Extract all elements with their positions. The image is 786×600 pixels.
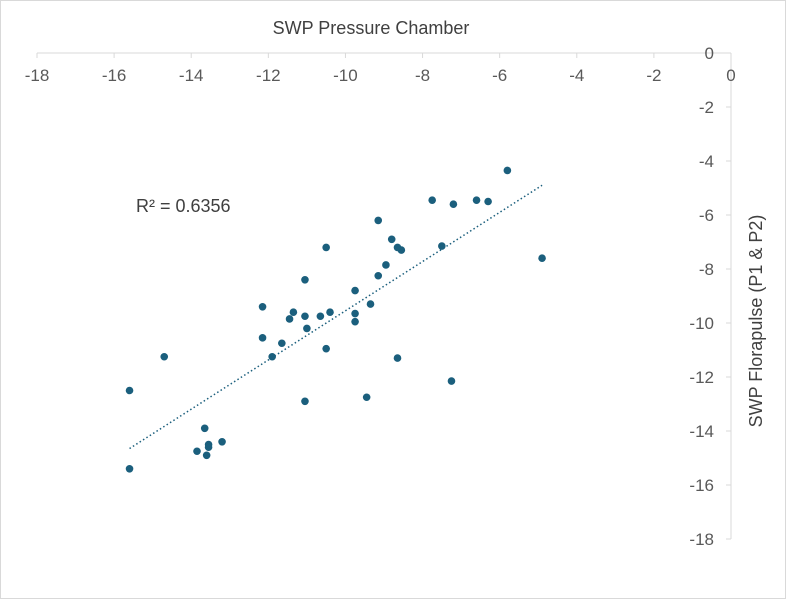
y-tick-label: 0: [705, 44, 714, 63]
data-point: [393, 243, 402, 252]
chart-title: SWP Pressure Chamber: [273, 18, 470, 38]
data-point: [160, 352, 169, 361]
data-point: [351, 286, 359, 295]
x-tick-label: -14: [179, 66, 204, 85]
data-point: [472, 196, 481, 204]
data-point: [428, 196, 436, 204]
x-tick-label: -2: [646, 66, 661, 85]
data-point: [258, 303, 267, 311]
data-point: [322, 344, 330, 353]
data-point: [200, 424, 209, 433]
r-squared-label: R² = 0.6356: [136, 196, 231, 216]
data-point: [503, 166, 512, 175]
data-point: [301, 276, 309, 284]
y-tick-label: -18: [689, 530, 714, 549]
x-tick-label: 0: [726, 66, 735, 85]
x-tick-label: -6: [492, 66, 507, 85]
data-point: [278, 339, 286, 348]
data-point: [125, 386, 134, 395]
x-tick-label: -8: [415, 66, 430, 85]
x-tick-label: -4: [569, 66, 584, 85]
data-point: [125, 465, 134, 473]
trendline: [129, 184, 543, 450]
data-point: [484, 197, 492, 206]
y-tick-label: -10: [689, 314, 714, 333]
data-point: [301, 397, 309, 406]
data-point: [289, 308, 298, 317]
data-point: [316, 312, 325, 321]
data-point: [303, 324, 311, 333]
y-tick-label: -16: [689, 476, 714, 495]
data-point: [351, 309, 359, 318]
data-point: [438, 242, 446, 250]
y-tick-label: -8: [699, 260, 714, 279]
data-point: [204, 443, 213, 452]
y-tick-label: -14: [689, 422, 714, 441]
data-point: [268, 352, 276, 361]
data-point: [382, 261, 390, 269]
y-tick-label: -2: [699, 98, 714, 117]
data-point: [351, 317, 359, 326]
data-point: [374, 271, 383, 280]
data-point: [362, 393, 371, 402]
data-point: [193, 447, 201, 456]
y-tick-label: -12: [689, 368, 714, 387]
data-point: [258, 334, 267, 342]
data-point: [449, 200, 458, 208]
data-point: [393, 354, 402, 362]
y-tick-label: -6: [699, 206, 714, 225]
data-point: [326, 308, 334, 317]
data-point: [322, 243, 330, 252]
data-point: [447, 377, 456, 385]
y-tick-label: -4: [699, 152, 714, 171]
data-point: [387, 235, 396, 244]
data-point: [366, 300, 375, 308]
x-tick-label: -16: [102, 66, 127, 85]
data-point: [285, 315, 294, 323]
data-point: [218, 438, 226, 446]
data-point: [301, 312, 309, 321]
x-tick-label: -10: [333, 66, 358, 85]
data-point: [374, 216, 383, 225]
x-tick-label: -18: [25, 66, 50, 85]
data-point: [202, 451, 211, 460]
data-point: [538, 254, 546, 262]
y-axis-label: SWP Florapulse (P1 & P2): [746, 215, 766, 428]
x-tick-label: -12: [256, 66, 281, 85]
